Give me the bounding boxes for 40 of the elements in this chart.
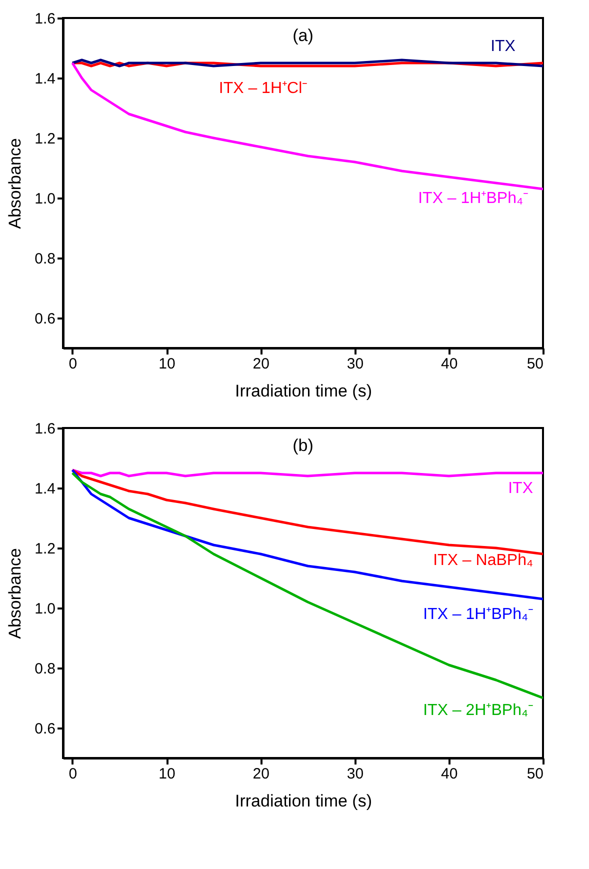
y-tick-label: 1.4 [34, 480, 56, 498]
x-tick-label: 20 [252, 766, 270, 782]
y-tick-label: 1.2 [34, 130, 56, 148]
y-axis-title: Absorbance [6, 138, 25, 229]
x-tick-label: 0 [68, 766, 78, 782]
series-label: ITX – 2H⁺BPh₄⁻ [423, 702, 533, 719]
x-tick-label: 30 [346, 766, 364, 782]
x-tick-label: 10 [158, 356, 176, 372]
series-label: ITX [508, 480, 534, 497]
series-label: ITX – 1H⁺BPh₄⁻ [418, 190, 528, 207]
y-tick-label: 1.4 [34, 70, 56, 88]
line-series [71, 472, 543, 700]
x-tick-label: 10 [158, 766, 176, 782]
series-label: ITX – 1H⁺BPh₄⁻ [423, 606, 533, 623]
x-axis-title: Irradiation time (s) [235, 382, 372, 400]
series-label: ITX [490, 38, 516, 55]
x-tick-label: 40 [441, 766, 458, 782]
y-tick-label: 0.6 [34, 720, 56, 738]
line-series [71, 468, 543, 600]
x-tick-label: 50 [526, 766, 544, 782]
x-tick-label: 20 [252, 356, 270, 372]
series-label: ITX – NaBPh₄ [433, 552, 533, 569]
series-label: ITX – 1H⁺Cl⁻ [218, 80, 308, 97]
chart-title: (b) [292, 436, 314, 455]
y-tick-label: 1.6 [34, 420, 56, 438]
x-tick-label: 40 [441, 356, 458, 372]
x-tick-label: 0 [68, 356, 78, 372]
x-tick-label: 30 [346, 356, 364, 372]
line-series [71, 62, 543, 190]
y-tick-label: 1.0 [34, 190, 56, 208]
y-tick-label: 1.2 [34, 540, 56, 558]
y-tick-label: 1.6 [34, 10, 56, 28]
y-tick-label: 0.8 [34, 660, 56, 678]
y-axis-title: Absorbance [6, 548, 25, 639]
x-axis-title: Irradiation time (s) [235, 792, 372, 810]
y-tick-label: 0.6 [34, 310, 56, 328]
text: (a) [292, 26, 314, 45]
x-tick-label: 50 [526, 356, 544, 372]
y-tick-label: 0.8 [34, 250, 56, 268]
y-tick-label: 1.0 [34, 600, 56, 618]
